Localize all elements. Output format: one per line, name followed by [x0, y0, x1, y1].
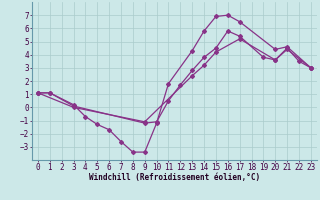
X-axis label: Windchill (Refroidissement éolien,°C): Windchill (Refroidissement éolien,°C) [89, 173, 260, 182]
